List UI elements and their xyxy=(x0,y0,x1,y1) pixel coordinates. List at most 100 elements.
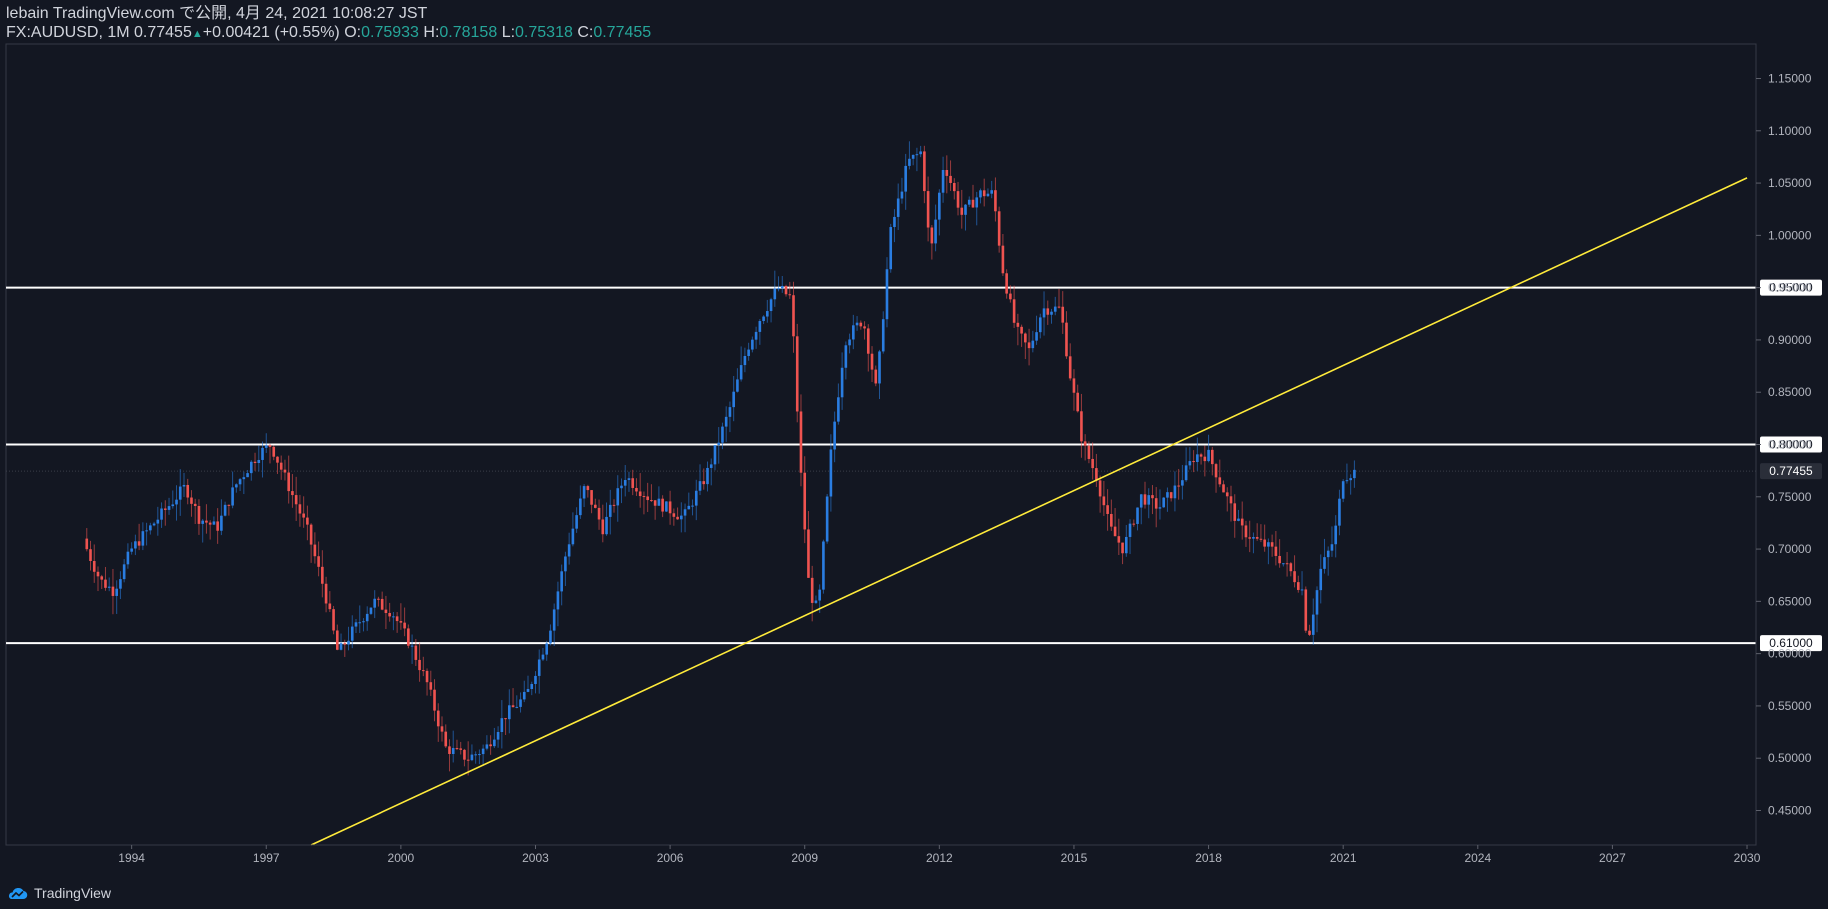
candle-body xyxy=(661,498,664,512)
candle-body xyxy=(358,622,362,624)
candle-body xyxy=(463,749,466,760)
candle-body xyxy=(1173,485,1177,499)
candle-body xyxy=(122,564,126,580)
candle-body xyxy=(1282,563,1285,565)
candle-body xyxy=(1304,589,1308,631)
candle-body xyxy=(586,486,590,491)
candle-body xyxy=(949,175,952,183)
candle-body xyxy=(369,607,373,614)
candle-body xyxy=(246,473,249,478)
candle-body xyxy=(418,659,421,671)
tradingview-cloud-icon xyxy=(8,888,28,900)
candle-body xyxy=(421,670,425,672)
candle-body xyxy=(582,486,586,499)
candle-body xyxy=(1106,505,1109,514)
candle-body xyxy=(758,321,762,332)
candle-body xyxy=(339,643,343,650)
level-price-tag xyxy=(1760,635,1822,652)
candle-body xyxy=(721,426,724,443)
candle-body xyxy=(616,488,620,506)
price-tick-label: 1.05000 xyxy=(1768,176,1812,190)
price-tick-label: 0.50000 xyxy=(1768,751,1812,765)
candle-body xyxy=(298,504,302,514)
candle-body xyxy=(1128,523,1132,537)
high-label: H: xyxy=(423,24,440,41)
candle-body xyxy=(1308,630,1311,635)
candle-body xyxy=(1042,308,1046,318)
candle-body xyxy=(425,670,429,683)
candle-body xyxy=(784,285,788,295)
candle-body xyxy=(930,227,934,244)
candle-body xyxy=(163,508,167,510)
candle-body xyxy=(1296,582,1300,590)
candle-body xyxy=(623,480,627,486)
brand-label: TradingView xyxy=(34,885,112,901)
candle-body xyxy=(201,520,204,524)
candle-body xyxy=(429,682,433,690)
time-tick-label: 2006 xyxy=(657,851,684,865)
candle-body xyxy=(89,549,92,561)
price-tick-label: 0.85000 xyxy=(1768,385,1812,399)
candle-body xyxy=(866,328,870,354)
candle-body xyxy=(833,421,836,450)
candle-body xyxy=(227,504,231,506)
candle-body xyxy=(762,316,765,322)
price-tick-label: 0.70000 xyxy=(1768,542,1812,556)
candle-body xyxy=(504,718,507,720)
open-value: 0.75933 xyxy=(361,24,419,41)
candle-body xyxy=(231,487,234,506)
candle-body xyxy=(1068,356,1072,379)
candle-body xyxy=(253,461,257,463)
candle-body xyxy=(1169,492,1173,499)
candle-body xyxy=(321,566,324,584)
candle-body xyxy=(646,496,649,501)
candle-body xyxy=(870,353,874,370)
candle-body xyxy=(1076,392,1079,412)
candle-body xyxy=(178,486,182,500)
candle-body xyxy=(1330,544,1334,551)
price-tick-label: 0.95000 xyxy=(1768,281,1812,295)
candle-body xyxy=(1259,538,1263,540)
candle-body xyxy=(893,216,896,228)
low-label: L: xyxy=(501,24,516,41)
candle-body xyxy=(1252,536,1255,539)
candle-body xyxy=(205,520,208,523)
candle-body xyxy=(1053,306,1057,312)
candle-body xyxy=(451,748,455,754)
time-tick-label: 2021 xyxy=(1330,851,1357,865)
candle-body xyxy=(235,484,238,488)
time-tick-label: 2015 xyxy=(1061,851,1088,865)
candle-body xyxy=(799,411,803,473)
candle-body xyxy=(788,294,792,296)
branding[interactable]: TradingView xyxy=(6,885,111,901)
candle-body xyxy=(612,504,616,506)
candle-body xyxy=(1147,495,1151,505)
candle-body xyxy=(190,497,193,504)
candle-body xyxy=(1255,536,1259,539)
candle-body xyxy=(444,731,448,747)
candle-body xyxy=(780,285,784,289)
candle-body xyxy=(1293,571,1296,583)
candle-body xyxy=(489,744,492,747)
candle-body xyxy=(825,496,829,542)
candle-body xyxy=(261,447,264,460)
candle-body xyxy=(653,500,657,506)
candle-body xyxy=(971,199,975,208)
candle-body xyxy=(642,496,646,498)
candle-body xyxy=(818,589,821,601)
candle-body xyxy=(294,495,298,505)
candle-body xyxy=(332,609,335,631)
time-tick-label: 2003 xyxy=(522,851,549,865)
candle-body xyxy=(1113,526,1117,537)
candle-body xyxy=(130,548,133,552)
candle-body xyxy=(724,416,728,427)
candle-body xyxy=(470,754,474,761)
candle-body xyxy=(541,654,545,660)
candle-body xyxy=(635,487,638,492)
candle-body xyxy=(515,706,519,708)
candle-body xyxy=(945,169,949,176)
candle-body xyxy=(534,675,537,685)
candle-body xyxy=(736,379,739,392)
